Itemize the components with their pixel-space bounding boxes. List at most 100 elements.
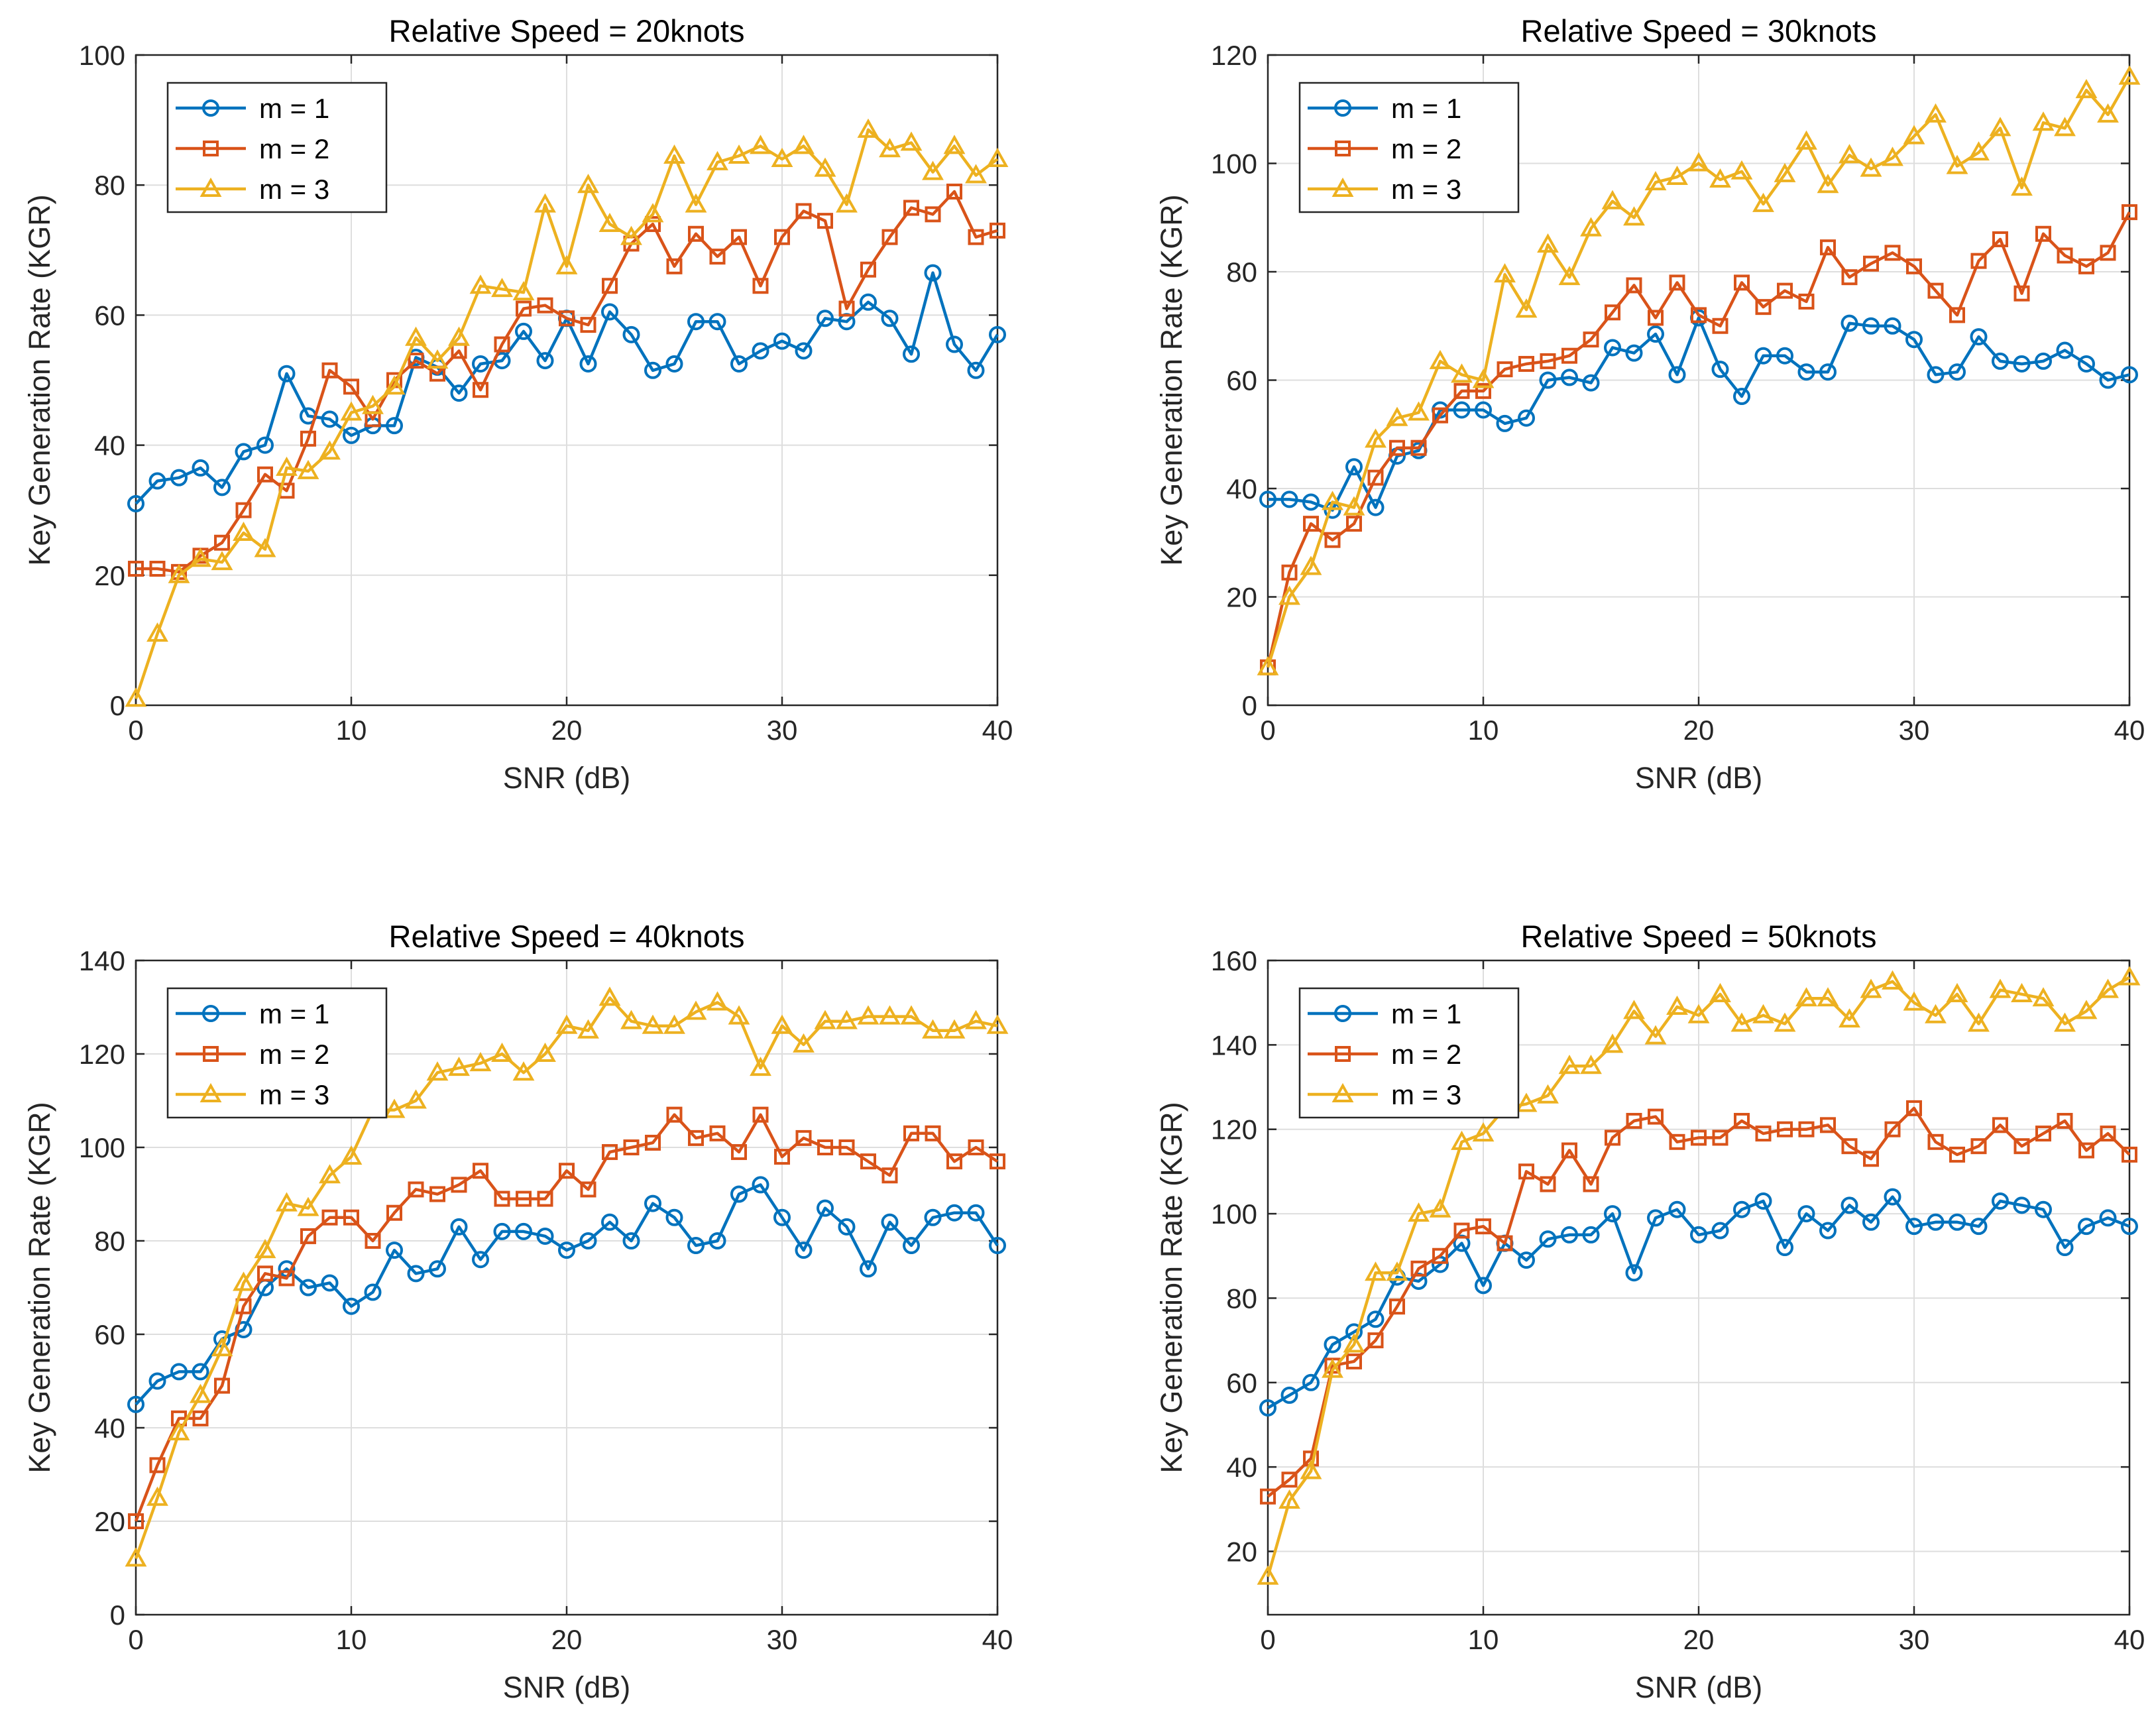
data-point — [1257, 656, 1279, 675]
legend-label: m = 2 — [259, 133, 329, 164]
data-point — [601, 1213, 618, 1231]
y-tick-label: 60 — [94, 1319, 125, 1350]
data-point — [149, 1457, 166, 1474]
data-point — [1733, 388, 1750, 406]
data-point — [1992, 352, 2009, 370]
data-point — [967, 361, 985, 379]
chart-1: 0 10 20 30 40 0 20 40 60 80 100 Relative Speed = 20… — [23, 13, 1013, 795]
data-point — [1666, 995, 1688, 1015]
data-point — [2032, 111, 2055, 131]
data-point — [752, 278, 769, 294]
data-point — [319, 1164, 341, 1184]
data-point — [580, 317, 596, 333]
legend-marker — [202, 99, 219, 117]
data-point — [707, 991, 728, 1011]
data-point — [1817, 987, 1839, 1007]
data-point — [1862, 317, 1880, 335]
data-point — [903, 345, 920, 363]
data-point — [1968, 141, 1990, 161]
data-point — [688, 1129, 704, 1146]
data-point — [405, 1089, 427, 1109]
data-point — [1410, 1260, 1427, 1277]
x-tick-label: 0 — [128, 1624, 143, 1655]
data-point — [190, 548, 211, 567]
data-point — [577, 1019, 599, 1039]
data-point — [1625, 344, 1643, 362]
data-point — [1346, 1353, 1362, 1369]
data-point — [731, 229, 747, 245]
data-point — [1798, 1121, 1815, 1137]
data-point — [946, 1153, 962, 1170]
data-point — [666, 258, 683, 274]
data-point — [2056, 1239, 2074, 1257]
data-point — [1992, 231, 2008, 247]
y-tick-label: 120 — [1211, 1114, 1257, 1145]
y-tick-label: 40 — [1226, 1452, 1257, 1483]
data-point — [642, 1014, 664, 1034]
data-point — [559, 1163, 575, 1179]
data-point — [836, 193, 858, 213]
data-point — [1712, 1129, 1728, 1146]
data-point — [1992, 1117, 2008, 1133]
data-point — [1605, 1129, 1620, 1146]
data-point — [903, 1125, 919, 1141]
data-point — [364, 1283, 382, 1301]
data-point — [2032, 987, 2055, 1007]
legend-label: m = 3 — [259, 174, 329, 205]
data-point — [623, 1139, 640, 1155]
data-point — [1626, 1112, 1642, 1129]
data-point — [1841, 314, 1858, 332]
data-point — [860, 293, 877, 311]
data-point — [386, 417, 403, 435]
legend-marker — [1335, 141, 1351, 156]
data-point — [559, 310, 575, 327]
data-point — [1365, 428, 1387, 448]
data-point — [537, 1190, 553, 1207]
series-3 — [125, 986, 1009, 1567]
data-point — [666, 1106, 683, 1123]
data-point — [1644, 171, 1667, 191]
data-point — [408, 353, 424, 369]
data-point — [900, 1005, 923, 1025]
data-point — [128, 1513, 144, 1529]
series-3 — [1257, 966, 2141, 1585]
legend: m = 1 m = 2 m = 3 — [166, 987, 388, 1119]
data-point — [644, 1194, 661, 1212]
data-point — [1709, 982, 1731, 1002]
data-point — [429, 1186, 445, 1202]
data-point — [602, 278, 618, 294]
data-point — [773, 332, 791, 350]
data-point — [300, 430, 316, 447]
data-point — [2121, 1218, 2138, 1236]
y-tick-label: 60 — [1226, 1367, 1257, 1399]
data-point — [321, 1209, 338, 1226]
data-point — [1583, 1176, 1599, 1192]
data-point — [598, 212, 621, 233]
data-point — [1777, 1121, 1793, 1137]
data-point — [577, 174, 599, 194]
data-point — [1518, 355, 1534, 372]
data-point — [257, 1265, 273, 1282]
data-point — [881, 1213, 899, 1231]
data-point — [300, 1228, 316, 1244]
data-point — [685, 193, 707, 213]
data-point — [924, 264, 942, 282]
data-point — [967, 1204, 985, 1222]
data-point — [1860, 978, 1882, 998]
data-point — [1451, 363, 1473, 383]
data-point — [2013, 1138, 2030, 1155]
data-point — [512, 281, 535, 301]
data-point — [1754, 347, 1772, 365]
data-point — [1819, 1222, 1837, 1240]
data-point — [1668, 366, 1686, 384]
y-tick-label: 20 — [94, 1506, 125, 1537]
data-point — [125, 1547, 147, 1567]
data-point — [900, 131, 923, 151]
legend-marker — [1331, 1082, 1354, 1102]
data-point — [814, 1010, 836, 1029]
data-point — [1302, 493, 1320, 511]
chart-title: Relative Speed = 40knots — [389, 919, 745, 954]
data-point — [1839, 144, 1860, 164]
data-point — [602, 1144, 618, 1161]
